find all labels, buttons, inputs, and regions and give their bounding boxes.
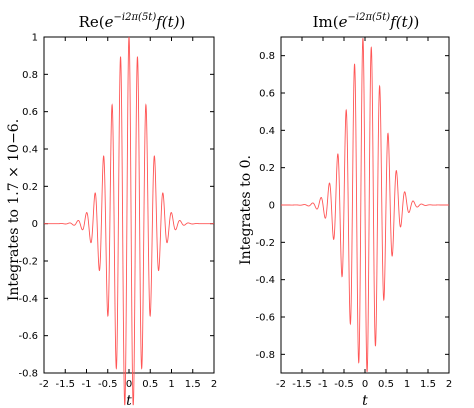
x-tick-label: 1 [404, 379, 410, 390]
x-axis-label-real: t [126, 393, 132, 408]
y-tick-label: 0 [32, 219, 38, 230]
chart-title-imag: Im(e−i2π(5t)f(t)) [313, 12, 420, 31]
y-tick-label: 0.2 [259, 163, 275, 174]
x-tick-label: -1 [82, 379, 92, 390]
y-tick-label: -0.4 [255, 275, 275, 286]
x-tick-label: 0.5 [142, 379, 158, 390]
y-tick-label: -0.8 [255, 350, 275, 361]
y-tick-label: -0.8 [18, 369, 38, 380]
y-tick-label: -0.2 [255, 238, 275, 249]
y-tick-label: 0.4 [22, 145, 38, 156]
x-tick-label: 2 [446, 379, 452, 390]
panel-imag: Im(e−i2π(5t)f(t)) Integrates to 0. t -2-… [238, 12, 452, 408]
x-tick-label: -2 [39, 379, 49, 390]
x-tick-label: 0 [362, 379, 368, 390]
x-tick-label: -0.5 [98, 379, 118, 390]
x-tick-label: 2 [211, 379, 217, 390]
y-axis-label-imag: Integrates to 0. [238, 155, 254, 265]
x-axis-label-imag: t [362, 393, 368, 408]
x-tick-label: 1 [168, 379, 174, 390]
y-tick-label: -0.6 [18, 331, 38, 342]
y-tick-label: 0.4 [259, 126, 275, 137]
y-tick-label: 0.2 [22, 182, 38, 193]
y-tick-label: 1 [32, 33, 38, 44]
series-line-imag [281, 38, 449, 372]
y-tick-label: -0.4 [18, 294, 38, 305]
y-axis-label-real: Integrates to 1.7 × 10−6. [6, 119, 22, 301]
x-tick-label: -1.5 [292, 379, 312, 390]
x-tick-label: -1 [318, 379, 328, 390]
chart-title-real: Re(e−i2π(5t)f(t)) [79, 12, 186, 31]
y-tick-label: 0.8 [259, 51, 275, 62]
plot-frame [43, 36, 215, 374]
x-tick-label: 1.5 [185, 379, 201, 390]
y-tick-label: -0.6 [255, 313, 275, 324]
y-tick-label: -0.2 [18, 257, 38, 268]
x-tick-label: -1.5 [55, 379, 75, 390]
x-tick-label: -0.5 [334, 379, 354, 390]
x-tick-label: 0 [126, 379, 132, 390]
panel-real: Re(e−i2π(5t)f(t)) Integrates to 1.7 × 10… [6, 12, 217, 408]
x-tick-label: 0.5 [378, 379, 394, 390]
y-tick-label: 0 [269, 201, 275, 212]
y-tick-label: 0.6 [259, 89, 275, 100]
x-tick-label: -2 [276, 379, 286, 390]
y-tick-label: 0.6 [22, 107, 38, 118]
y-tick-label: 0.8 [22, 70, 38, 81]
series-line-real [44, 36, 214, 406]
x-tick-label: 1.5 [420, 379, 436, 390]
